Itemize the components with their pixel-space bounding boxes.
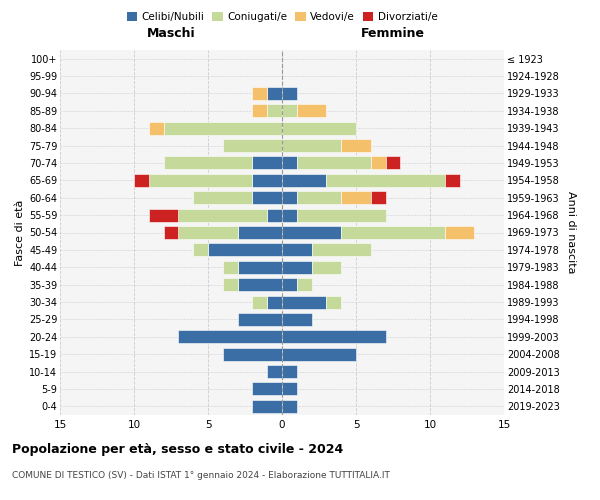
- Bar: [282, 330, 386, 344]
- Bar: [223, 260, 238, 274]
- Bar: [371, 191, 386, 204]
- Bar: [445, 174, 460, 187]
- Bar: [282, 104, 297, 118]
- Bar: [253, 174, 282, 187]
- Text: Maschi: Maschi: [146, 26, 196, 40]
- Bar: [282, 208, 297, 222]
- Y-axis label: Anni di nascita: Anni di nascita: [566, 191, 577, 274]
- Bar: [311, 260, 341, 274]
- Bar: [223, 278, 238, 291]
- Bar: [164, 156, 253, 170]
- Bar: [297, 208, 386, 222]
- Bar: [282, 348, 356, 360]
- Bar: [178, 208, 267, 222]
- Bar: [282, 296, 326, 308]
- Bar: [267, 104, 282, 118]
- Bar: [193, 244, 208, 256]
- Bar: [297, 191, 341, 204]
- Bar: [341, 191, 371, 204]
- Bar: [134, 174, 149, 187]
- Bar: [371, 156, 386, 170]
- Bar: [282, 278, 297, 291]
- Bar: [223, 139, 282, 152]
- Bar: [164, 226, 178, 239]
- Bar: [253, 87, 267, 100]
- Bar: [178, 226, 238, 239]
- Bar: [178, 330, 282, 344]
- Bar: [297, 104, 326, 118]
- Bar: [223, 348, 282, 360]
- Bar: [238, 278, 282, 291]
- Bar: [267, 208, 282, 222]
- Bar: [326, 174, 445, 187]
- Bar: [253, 382, 282, 396]
- Bar: [193, 191, 253, 204]
- Bar: [282, 226, 341, 239]
- Bar: [149, 174, 253, 187]
- Bar: [282, 313, 311, 326]
- Bar: [311, 244, 371, 256]
- Text: Popolazione per età, sesso e stato civile - 2024: Popolazione per età, sesso e stato civil…: [12, 442, 343, 456]
- Bar: [253, 296, 267, 308]
- Bar: [386, 156, 400, 170]
- Bar: [282, 87, 297, 100]
- Bar: [149, 208, 178, 222]
- Bar: [282, 191, 297, 204]
- Bar: [267, 87, 282, 100]
- Bar: [282, 139, 341, 152]
- Bar: [341, 139, 371, 152]
- Bar: [282, 244, 311, 256]
- Bar: [282, 122, 356, 134]
- Bar: [253, 104, 267, 118]
- Bar: [267, 296, 282, 308]
- Text: Femmine: Femmine: [361, 26, 425, 40]
- Bar: [326, 296, 341, 308]
- Legend: Celibi/Nubili, Coniugati/e, Vedovi/e, Divorziati/e: Celibi/Nubili, Coniugati/e, Vedovi/e, Di…: [122, 8, 442, 26]
- Bar: [208, 244, 282, 256]
- Bar: [253, 400, 282, 413]
- Bar: [238, 260, 282, 274]
- Bar: [297, 278, 311, 291]
- Bar: [282, 156, 297, 170]
- Bar: [282, 260, 311, 274]
- Bar: [282, 400, 297, 413]
- Bar: [445, 226, 475, 239]
- Bar: [267, 365, 282, 378]
- Y-axis label: Fasce di età: Fasce di età: [14, 200, 25, 266]
- Bar: [282, 174, 326, 187]
- Bar: [238, 313, 282, 326]
- Bar: [149, 122, 164, 134]
- Bar: [297, 156, 371, 170]
- Bar: [164, 122, 282, 134]
- Bar: [282, 365, 297, 378]
- Text: COMUNE DI TESTICO (SV) - Dati ISTAT 1° gennaio 2024 - Elaborazione TUTTITALIA.IT: COMUNE DI TESTICO (SV) - Dati ISTAT 1° g…: [12, 471, 390, 480]
- Bar: [238, 226, 282, 239]
- Bar: [282, 382, 297, 396]
- Bar: [253, 156, 282, 170]
- Bar: [253, 191, 282, 204]
- Bar: [341, 226, 445, 239]
